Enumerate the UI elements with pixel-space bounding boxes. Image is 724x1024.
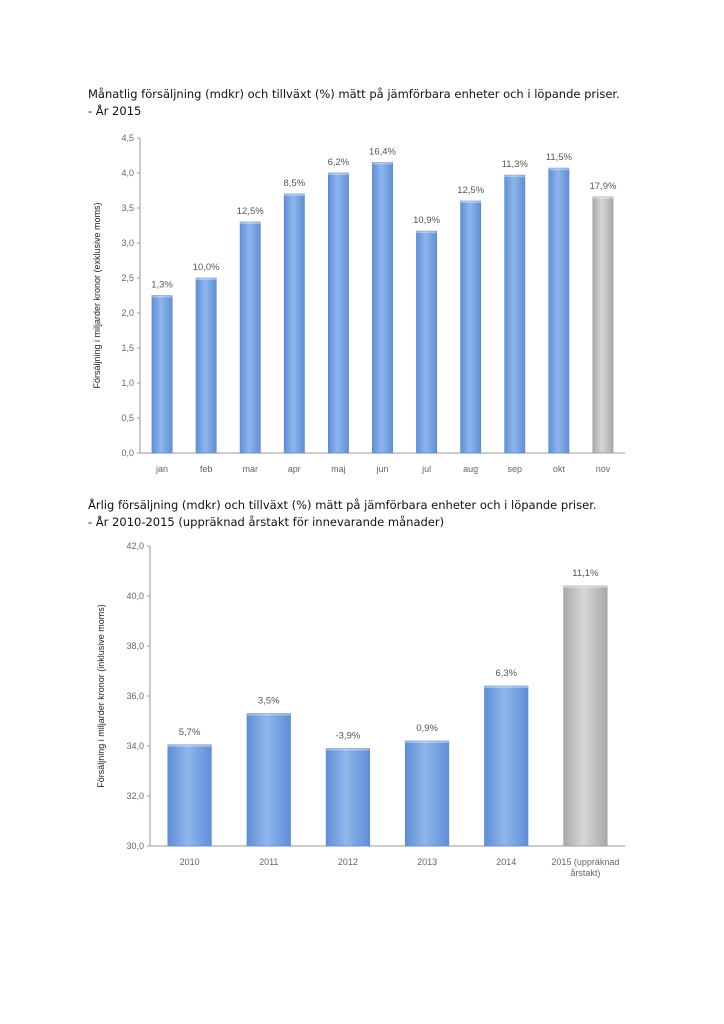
data-label: 8,5% bbox=[283, 178, 305, 189]
x-tick-label: 2010 bbox=[180, 857, 200, 867]
bar bbox=[405, 740, 450, 847]
monthly-sales-chart: Försäljning i miljarder kronor (exklusiv… bbox=[92, 133, 625, 474]
bar-top-highlight bbox=[167, 744, 212, 747]
bar bbox=[504, 174, 526, 454]
x-tick-label: feb bbox=[200, 464, 213, 474]
x-tick-label: 2011 bbox=[259, 857, 278, 867]
x-tick-label: 2012 bbox=[338, 857, 358, 867]
bar-top-highlight bbox=[592, 196, 614, 199]
annual-sales-chart: Försäljning i miljarder kronor (inklusiv… bbox=[96, 541, 625, 878]
x-tick-label: jul bbox=[421, 464, 431, 474]
x-tick-label: sep bbox=[508, 464, 523, 474]
data-label: 6,3% bbox=[495, 668, 517, 679]
x-tick-label: nov bbox=[596, 464, 611, 474]
y-tick-label: 36,0 bbox=[126, 691, 144, 701]
bar-top-highlight bbox=[328, 173, 349, 175]
y-tick-label: 34,0 bbox=[126, 741, 144, 751]
bar-top-highlight bbox=[416, 231, 437, 234]
data-label: 10,0% bbox=[193, 262, 220, 273]
bar-top-highlight bbox=[484, 686, 529, 688]
data-label: 12,5% bbox=[457, 185, 484, 196]
y-tick-label: 2,5 bbox=[121, 273, 134, 283]
data-label: 12,5% bbox=[237, 206, 264, 217]
x-tick-label: 2014 bbox=[496, 857, 516, 867]
bar-top-highlight bbox=[548, 168, 570, 171]
bar bbox=[246, 713, 291, 847]
y-tick-label: 0,5 bbox=[121, 413, 134, 423]
data-label: 11,5% bbox=[546, 152, 573, 163]
bar bbox=[416, 230, 438, 454]
bar-top-highlight bbox=[151, 295, 173, 298]
bar bbox=[460, 200, 482, 454]
y-tick-label: 3,0 bbox=[121, 238, 134, 248]
x-tick-label: aug bbox=[463, 464, 478, 474]
bar-top-highlight bbox=[563, 586, 608, 588]
y-tick-label: 4,5 bbox=[121, 133, 134, 143]
data-label: 1,3% bbox=[151, 280, 173, 291]
data-label: 17,9% bbox=[589, 181, 616, 192]
y-tick-label: 32,0 bbox=[126, 791, 144, 801]
x-tick-label: jun bbox=[375, 464, 388, 474]
bar-top-highlight bbox=[372, 162, 393, 165]
bar bbox=[283, 193, 305, 454]
bar-top-highlight bbox=[326, 748, 370, 751]
y-tick-label: 38,0 bbox=[126, 641, 144, 651]
data-label: 5,7% bbox=[179, 727, 201, 738]
bar bbox=[151, 295, 173, 454]
x-tick-label: årstakt) bbox=[570, 868, 600, 878]
bar bbox=[325, 748, 370, 847]
bar-projected bbox=[592, 196, 614, 454]
bar bbox=[195, 277, 217, 454]
bar bbox=[167, 744, 212, 847]
bar-top-highlight bbox=[284, 194, 305, 196]
x-tick-label: 2015 (uppräknad bbox=[551, 857, 619, 867]
bar-projected bbox=[563, 585, 608, 847]
data-label: 11,3% bbox=[502, 159, 529, 170]
y-tick-label: 3,5 bbox=[121, 203, 134, 213]
x-tick-label: jan bbox=[155, 464, 168, 474]
x-tick-label: okt bbox=[553, 464, 566, 474]
data-label: 11,1% bbox=[572, 568, 599, 579]
monthly-chart-caption-line1: Månatlig försäljning (mdkr) och tillväxt… bbox=[88, 87, 620, 101]
y-tick-label: 30,0 bbox=[126, 841, 144, 851]
y-tick-label: 1,5 bbox=[121, 343, 134, 353]
bar-top-highlight bbox=[240, 222, 261, 224]
y-tick-label: 0,0 bbox=[121, 448, 134, 458]
data-label: 10,9% bbox=[413, 215, 440, 226]
bar-top-highlight bbox=[460, 201, 481, 203]
bar-top-highlight bbox=[246, 713, 291, 716]
bar bbox=[484, 685, 529, 847]
bar-top-highlight bbox=[195, 278, 217, 280]
y-tick-label: 4,0 bbox=[121, 168, 134, 178]
x-tick-label: 2013 bbox=[417, 857, 437, 867]
data-label: 6,2% bbox=[328, 157, 350, 168]
annual-chart-caption-line2: - År 2010-2015 (uppräknad årstakt för in… bbox=[88, 515, 445, 529]
data-label: 16,4% bbox=[369, 147, 396, 158]
data-label: 0,9% bbox=[416, 723, 438, 734]
bar bbox=[239, 221, 261, 454]
x-tick-label: apr bbox=[288, 464, 301, 474]
annual-chart-caption-line1: Årlig försäljning (mdkr) och tillväxt (%… bbox=[88, 498, 597, 512]
x-tick-label: maj bbox=[331, 464, 346, 474]
data-label: 3,5% bbox=[258, 696, 280, 707]
monthly-y-axis-label: Försäljning i miljarder kronor (exklusiv… bbox=[92, 202, 102, 388]
x-tick-label: mar bbox=[242, 464, 258, 474]
bar bbox=[327, 172, 349, 454]
y-tick-label: 2,0 bbox=[121, 308, 134, 318]
bar bbox=[372, 162, 393, 454]
y-tick-label: 40,0 bbox=[126, 591, 144, 601]
data-label: -3,9% bbox=[336, 731, 361, 742]
bar bbox=[548, 167, 570, 454]
bar-top-highlight bbox=[405, 741, 449, 743]
y-tick-label: 1,0 bbox=[121, 378, 134, 388]
y-tick-label: 42,0 bbox=[126, 541, 144, 551]
monthly-chart-caption-line2: - År 2015 bbox=[88, 104, 142, 118]
bar-top-highlight bbox=[504, 175, 525, 178]
annual-y-axis-label: Försäljning i miljarder kronor (inklusiv… bbox=[96, 604, 106, 788]
